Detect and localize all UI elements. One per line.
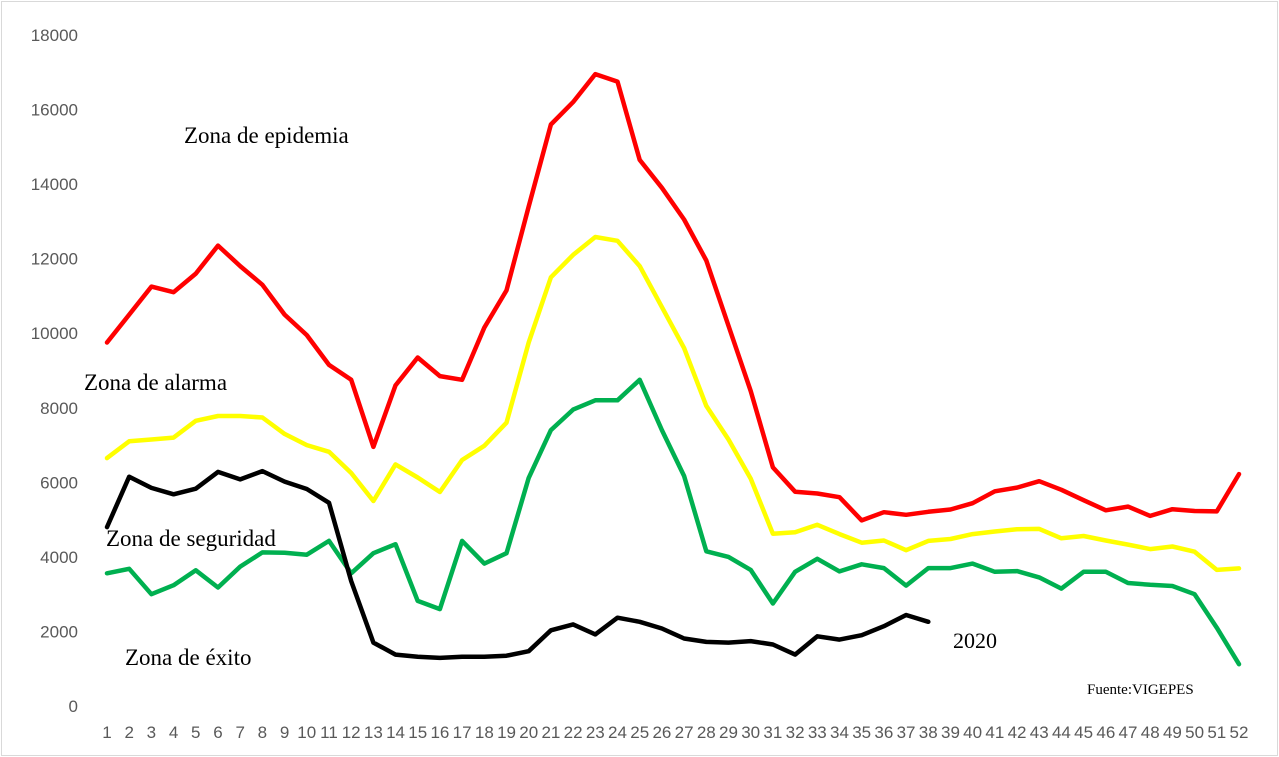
x-tick-label: 1 <box>102 723 111 742</box>
x-tick-label: 7 <box>235 723 244 742</box>
x-tick-label: 12 <box>342 723 361 742</box>
series-label-2020: 2020 <box>953 628 997 653</box>
x-tick-label: 8 <box>258 723 267 742</box>
x-tick-label: 51 <box>1207 723 1226 742</box>
x-tick-label: 22 <box>564 723 583 742</box>
y-tick-label: 0 <box>69 697 78 716</box>
x-tick-label: 2 <box>124 723 133 742</box>
x-tick-label: 16 <box>430 723 449 742</box>
x-tick-label: 49 <box>1163 723 1182 742</box>
x-tick-label: 41 <box>985 723 1004 742</box>
x-tick-label: 21 <box>541 723 560 742</box>
y-tick-label: 8000 <box>40 399 78 418</box>
x-tick-label: 15 <box>408 723 427 742</box>
x-tick-label: 3 <box>147 723 156 742</box>
x-tick-label: 28 <box>697 723 716 742</box>
x-tick-label: 30 <box>741 723 760 742</box>
x-tick-label: 32 <box>786 723 805 742</box>
x-tick-label: 24 <box>608 723 627 742</box>
x-tick-label: 35 <box>852 723 871 742</box>
x-tick-label: 36 <box>874 723 893 742</box>
x-tick-label: 47 <box>1119 723 1138 742</box>
x-tick-label: 34 <box>830 723 849 742</box>
x-tick-label: 27 <box>675 723 694 742</box>
x-tick-label: 48 <box>1141 723 1160 742</box>
x-tick-label: 45 <box>1074 723 1093 742</box>
x-tick-label: 17 <box>453 723 472 742</box>
source-note: Fuente:VIGEPES <box>1087 682 1194 698</box>
series-line-seguridad <box>104 377 1242 667</box>
annotation-epidemia: Zona de epidemia <box>184 123 349 148</box>
annotation-exito: Zona de éxito <box>125 645 251 670</box>
x-axis-ticks: 1 2 3 4 5 6 7 8 9 10 11 12 13 14 15 16 17 18 19 20 21 22 23 24 2… <box>102 723 1248 742</box>
x-tick-label: 37 <box>897 723 916 742</box>
series-line-alarma <box>104 234 1242 573</box>
series-lines <box>104 71 1242 667</box>
x-tick-label: 31 <box>763 723 782 742</box>
x-tick-label: 10 <box>297 723 316 742</box>
x-tick-label: 46 <box>1096 723 1115 742</box>
y-tick-label: 16000 <box>31 101 78 120</box>
zone-annotations: Zona de epidemia Zona de alarma Zona de … <box>84 123 1194 698</box>
x-tick-label: 20 <box>519 723 538 742</box>
y-tick-label: 10000 <box>31 324 78 343</box>
series-line-epidemia <box>104 71 1242 523</box>
x-tick-label: 43 <box>1030 723 1049 742</box>
y-tick-label: 12000 <box>31 250 78 269</box>
x-tick-label: 14 <box>386 723 405 742</box>
y-tick-label: 18000 <box>31 26 78 45</box>
x-tick-label: 18 <box>475 723 494 742</box>
x-tick-label: 40 <box>963 723 982 742</box>
x-tick-label: 39 <box>941 723 960 742</box>
annotation-seguridad: Zona de seguridad <box>106 526 276 551</box>
y-axis-ticks: 0 2000 4000 6000 8000 10000 12000 14000 16000 180… <box>31 26 78 716</box>
series-line-2020 <box>104 468 931 661</box>
x-tick-label: 33 <box>808 723 827 742</box>
x-tick-label: 50 <box>1185 723 1204 742</box>
x-tick-label: 6 <box>213 723 222 742</box>
x-tick-label: 23 <box>586 723 605 742</box>
x-tick-label: 44 <box>1052 723 1071 742</box>
x-tick-label: 29 <box>719 723 738 742</box>
annotation-alarma: Zona de alarma <box>84 370 227 395</box>
x-tick-label: 25 <box>630 723 649 742</box>
x-tick-label: 13 <box>364 723 383 742</box>
x-tick-label: 38 <box>919 723 938 742</box>
x-tick-label: 26 <box>652 723 671 742</box>
y-tick-label: 4000 <box>40 548 78 567</box>
x-tick-label: 4 <box>169 723 178 742</box>
y-tick-label: 2000 <box>40 622 78 641</box>
y-tick-label: 14000 <box>31 175 78 194</box>
x-tick-label: 5 <box>191 723 200 742</box>
x-tick-label: 19 <box>497 723 516 742</box>
x-tick-label: 42 <box>1008 723 1027 742</box>
x-tick-label: 52 <box>1230 723 1249 742</box>
x-tick-label: 11 <box>320 723 338 742</box>
x-tick-label: 9 <box>280 723 289 742</box>
y-tick-label: 6000 <box>40 473 78 492</box>
